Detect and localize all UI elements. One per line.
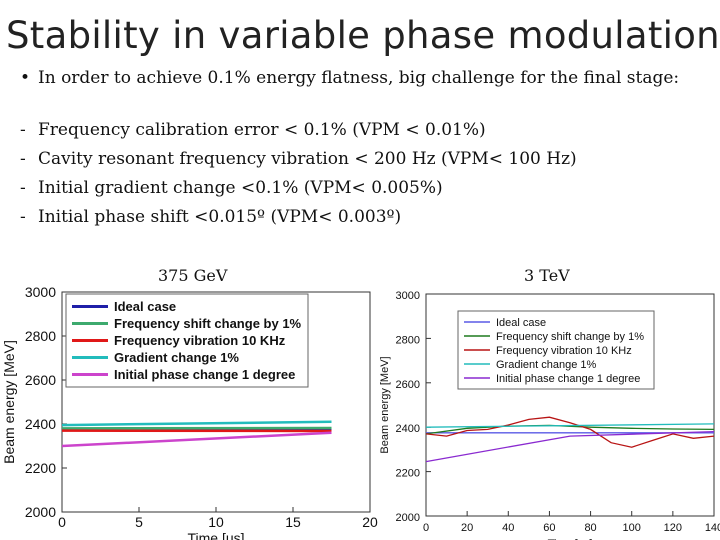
chart-375gev: 2000 2200 2400 2600 2800 3000 0 5 10 15 20 Beam ene… [1,284,378,540]
x-tick-label: 20 [461,522,473,534]
x-tick-label: 40 [502,522,514,534]
y-tick-label: 2600 [25,372,56,388]
y-tick-label: 2000 [396,512,420,524]
sub-bullet: - Cavity resonant frequency vibration < 2… [20,149,577,169]
dash: - [20,207,26,227]
sub-bullet: - Frequency calibration error < 0.1% (VPM… [20,120,486,140]
dash: - [20,178,26,198]
series-line [425,424,715,435]
slide-title: Stability in variable phase modulation [6,14,720,57]
dash: - [20,120,26,140]
y-axis-label: Beam energy [MeV] [379,356,391,453]
y-tick-label: 2400 [25,416,56,432]
legend-box [457,310,655,390]
legend-label: Frequency shift change by 1% [114,316,302,331]
bullet-mark: • [20,68,31,88]
sub-bullet-text: Initial gradient change <0.1% (VPM< 0.00… [38,178,443,198]
x-tick-label: 20 [362,514,378,530]
x-tick-label: 15 [285,514,301,530]
legend-label: Frequency shift change by 1% [496,331,644,343]
sub-bullet: - Initial gradient change <0.1% (VPM< 0.0… [20,178,443,198]
legend-label: Frequency vibration 10 KHz [496,345,632,357]
legend-label: Gradient change 1% [114,350,239,365]
sub-bullet-text: Cavity resonant frequency vibration < 20… [38,149,577,169]
y-tick-label: 2800 [25,328,56,344]
sub-bullet-text: Frequency calibration error < 0.1% (VPM … [38,120,486,140]
series-line [61,420,332,427]
legend-label: Frequency vibration 10 KHz [114,333,286,348]
x-tick-label: 140 [705,522,720,534]
legend-label: Gradient change 1% [496,359,597,371]
x-tick-label: 0 [423,522,429,534]
y-tick-label: 2800 [396,334,420,346]
series-line [425,416,715,448]
x-axis-label: Time [us] [548,538,593,540]
sub-bullet: - Initial phase shift <0.015º (VPM< 0.003… [20,207,401,227]
y-tick-label: 2400 [396,423,420,435]
x-tick-label: 5 [135,514,143,530]
y-axis-label: Beam energy [MeV] [1,340,17,464]
x-tick-label: 80 [584,522,596,534]
dash: - [20,149,26,169]
legend-label: Ideal case [496,317,546,329]
y-tick-label: 2000 [25,504,56,520]
x-axis-label: Time [us] [187,530,244,540]
y-tick-label: 2600 [396,379,420,391]
x-tick-label: 0 [58,514,66,530]
x-tick-label: 100 [623,522,641,534]
series-line [425,430,715,463]
y-tick-label: 2200 [25,460,56,476]
legend-label: Initial phase change 1 degree [114,367,295,382]
main-bullet: • In order to achieve 0.1% energy flatne… [20,68,700,89]
x-tick-label: 120 [664,522,682,534]
sub-bullet-text: Initial phase shift <0.015º (VPM< 0.003º… [38,207,402,227]
y-tick-label: 3000 [25,284,56,300]
plot-title-right: 3 TeV [524,266,570,285]
x-tick-label: 10 [208,514,224,530]
series-line [425,423,715,428]
y-tick-label: 3000 [396,290,420,302]
x-tick-label: 60 [543,522,555,534]
legend-label: Ideal case [114,299,176,314]
bullet-text: In order to achieve 0.1% energy flatness… [38,68,680,88]
chart-3tev: 2000 2200 2400 2600 2800 3000 0 20 40 60 80 100 120 1… [379,290,720,540]
legend-label: Initial phase change 1 degree [496,373,640,385]
y-tick-label: 2200 [396,468,420,480]
plot-title-left: 375 GeV [158,266,228,285]
series-line [61,431,332,448]
